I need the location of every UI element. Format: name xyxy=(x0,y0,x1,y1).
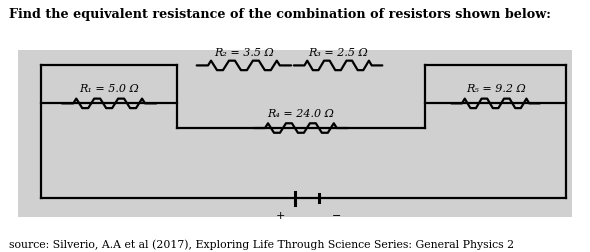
Text: R₅ = 9.2 Ω: R₅ = 9.2 Ω xyxy=(466,84,526,93)
FancyBboxPatch shape xyxy=(18,51,572,217)
Text: R₂ = 3.5 Ω: R₂ = 3.5 Ω xyxy=(214,48,274,58)
Text: R₃ = 2.5 Ω: R₃ = 2.5 Ω xyxy=(308,48,368,58)
Text: −: − xyxy=(332,210,341,220)
Text: Find the equivalent resistance of the combination of resistors shown below:: Find the equivalent resistance of the co… xyxy=(9,8,550,20)
Text: R₁ = 5.0 Ω: R₁ = 5.0 Ω xyxy=(79,84,139,93)
Text: source: Silverio, A.A et al (2017), Exploring Life Through Science Series: Gener: source: Silverio, A.A et al (2017), Expl… xyxy=(9,239,514,249)
Text: R₄ = 24.0 Ω: R₄ = 24.0 Ω xyxy=(267,108,335,118)
Text: +: + xyxy=(276,210,285,220)
